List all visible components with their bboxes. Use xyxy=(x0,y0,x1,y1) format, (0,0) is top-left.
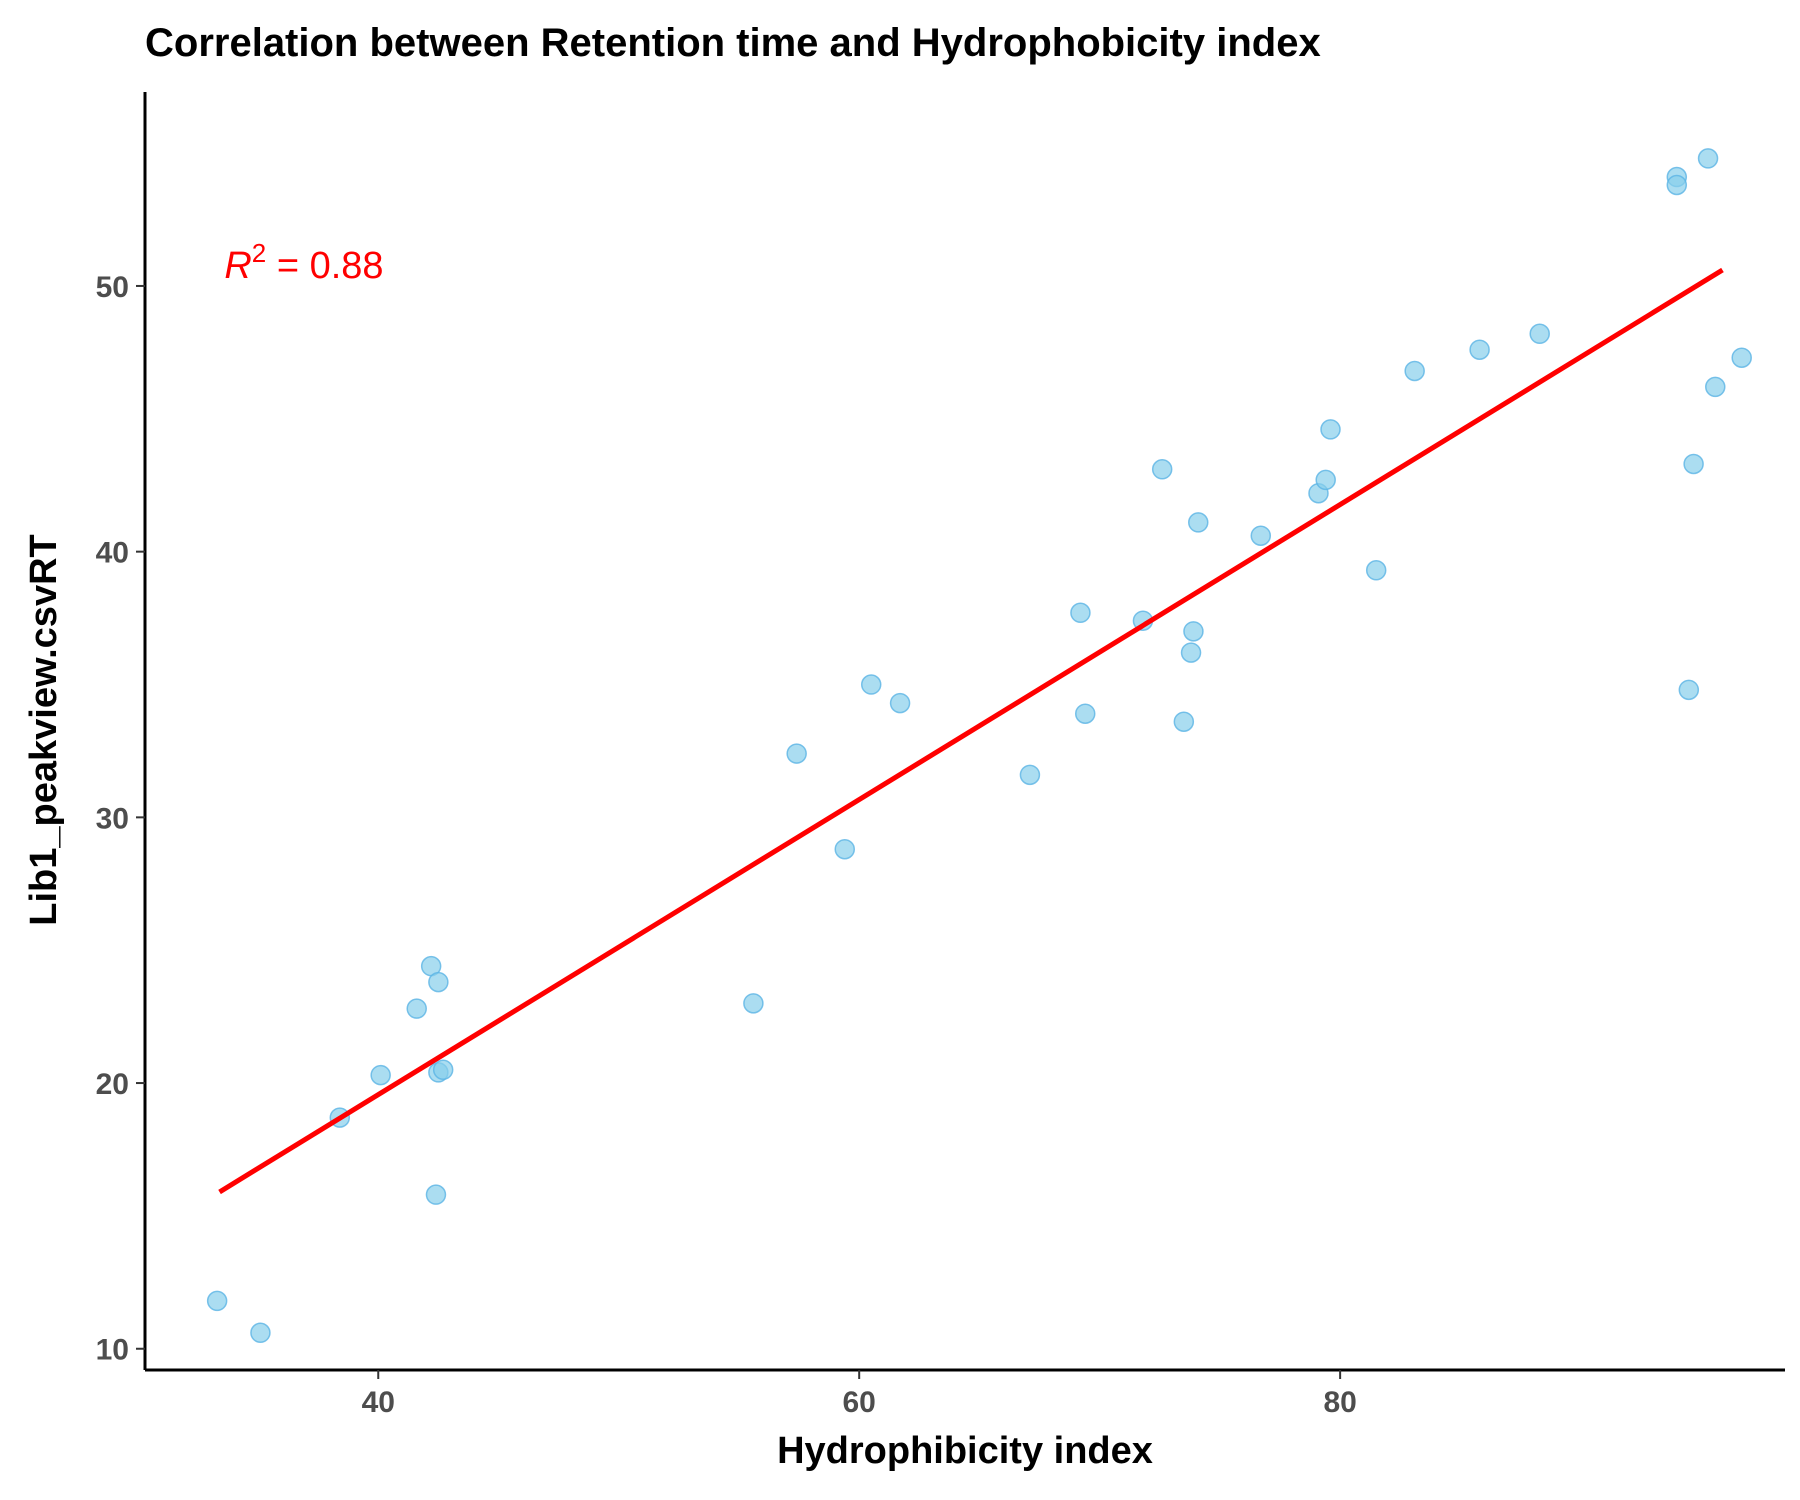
data-point xyxy=(1697,148,1719,169)
data-point xyxy=(428,971,449,993)
data-point xyxy=(1019,764,1041,786)
data-point xyxy=(1070,602,1091,624)
y-axis-title: Lib1_peakview.csvRT xyxy=(23,534,65,925)
data-point xyxy=(889,692,911,714)
data-point xyxy=(370,1064,391,1086)
y-tick-label: 40 xyxy=(96,537,129,570)
data-point xyxy=(1678,679,1700,701)
data-point xyxy=(1250,525,1272,546)
y-tick-label: 50 xyxy=(96,271,129,304)
y-axis-ticks: 10 20 30 40 50 xyxy=(96,271,145,1367)
data-point xyxy=(432,1059,454,1081)
data-point xyxy=(1469,339,1490,360)
data-point xyxy=(1529,323,1550,345)
data-point xyxy=(1188,512,1209,533)
y-tick-label: 20 xyxy=(96,1068,129,1101)
data-point xyxy=(1315,469,1336,491)
x-tick-label: 80 xyxy=(1323,1386,1356,1419)
data-point xyxy=(1183,621,1204,642)
data-point xyxy=(206,1290,228,1312)
x-axis-title: Hydrophibicity index xyxy=(777,1430,1153,1472)
r-squared-annotation: R2 = 0.88 xyxy=(224,238,383,287)
data-point xyxy=(1666,174,1688,196)
data-point xyxy=(1173,711,1195,732)
r-squared-exponent: 2 xyxy=(252,238,266,268)
data-point xyxy=(860,674,882,695)
data-point xyxy=(1365,560,1387,581)
data-point xyxy=(834,838,856,860)
data-point xyxy=(1151,459,1173,480)
data-point xyxy=(1705,376,1726,398)
data-point xyxy=(250,1322,271,1344)
r-squared-symbol: R xyxy=(224,245,251,287)
data-point xyxy=(786,743,807,764)
regression-line xyxy=(218,267,1724,1195)
r-squared-value: = 0.88 xyxy=(266,245,383,287)
y-tick-label: 10 xyxy=(96,1334,129,1367)
x-tick-label: 40 xyxy=(362,1386,395,1419)
data-point xyxy=(743,993,764,1014)
x-tick-label: 60 xyxy=(843,1386,876,1419)
plot-area xyxy=(206,148,1752,1344)
data-point xyxy=(1074,703,1096,724)
data-point xyxy=(1731,347,1752,368)
x-axis-ticks: 40 60 80 xyxy=(362,1370,1357,1419)
y-tick-label: 30 xyxy=(96,802,129,835)
data-point xyxy=(1683,453,1704,475)
data-point xyxy=(1180,642,1202,663)
data-point xyxy=(1320,419,1341,440)
data-point xyxy=(425,1184,447,1205)
chart-title: Correlation between Retention time and H… xyxy=(145,21,1321,65)
data-point xyxy=(1404,360,1425,382)
data-point xyxy=(406,998,427,1019)
